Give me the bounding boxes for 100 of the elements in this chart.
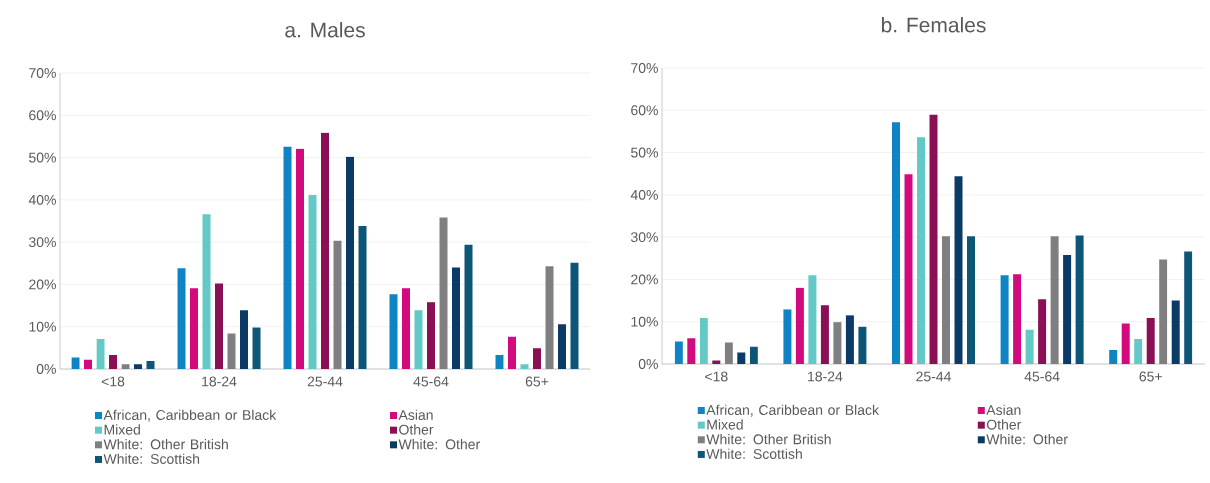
bar	[252, 327, 261, 369]
bar	[109, 355, 117, 369]
bar	[308, 194, 317, 369]
chart-title: b. Females	[881, 17, 986, 33]
legend-label: Mixed	[104, 424, 140, 435]
bar	[227, 333, 236, 369]
y-tick-label: 20%	[29, 279, 56, 290]
y-tick-label: 60%	[631, 105, 658, 116]
y-tick-label: 60%	[29, 110, 56, 121]
bar	[296, 148, 305, 369]
bar	[954, 176, 963, 364]
bar	[283, 146, 292, 369]
bar	[724, 342, 733, 364]
bar	[96, 338, 105, 369]
bar	[190, 288, 198, 369]
bar	[858, 326, 867, 364]
bar	[452, 267, 460, 369]
bar	[942, 236, 951, 364]
bar	[508, 336, 517, 369]
bar	[439, 217, 448, 369]
bar	[1038, 299, 1047, 364]
bar	[1171, 300, 1180, 364]
bar	[427, 302, 436, 369]
legend-label: African, Caribbean or Black	[103, 409, 277, 422]
bar	[558, 324, 567, 369]
x-tick-label: 45-64	[1024, 371, 1060, 382]
bar	[1146, 317, 1155, 364]
bar	[1109, 350, 1118, 364]
bar	[1075, 235, 1084, 364]
x-tick-label: <18	[705, 371, 728, 382]
bar	[845, 315, 854, 364]
x-tick-label: 65+	[1139, 371, 1162, 382]
x-tick-label: 25-44	[916, 371, 951, 382]
bar	[1013, 274, 1022, 364]
bar	[917, 137, 926, 364]
bar	[967, 236, 976, 364]
bar	[464, 244, 473, 369]
bar	[146, 360, 155, 369]
y-tick-label: 40%	[630, 189, 658, 200]
bar	[202, 214, 211, 369]
legend-label: Mixed	[707, 419, 743, 430]
bar	[1025, 329, 1034, 364]
bar	[121, 364, 130, 369]
bar	[674, 341, 683, 364]
bar	[699, 317, 708, 364]
bar	[808, 275, 817, 364]
bar	[929, 114, 938, 364]
bar	[520, 364, 529, 369]
legend-label: Other	[399, 424, 434, 435]
bar	[414, 310, 423, 369]
bar	[321, 132, 329, 369]
x-tick-label: 18-24	[202, 376, 237, 387]
bar	[749, 346, 758, 364]
bar	[904, 174, 913, 364]
x-tick-label: 65+	[525, 376, 549, 387]
y-tick-label: 40%	[28, 194, 56, 205]
bar	[1000, 275, 1009, 364]
y-tick-label: 30%	[28, 237, 56, 248]
bar	[134, 364, 142, 369]
bar	[737, 352, 746, 364]
bar	[687, 338, 696, 364]
legend-label: White: Scottish	[103, 453, 200, 464]
bar	[833, 322, 842, 364]
bar	[1159, 259, 1168, 364]
y-tick-label: 70%	[631, 63, 658, 73]
legend-label: Asian	[398, 409, 433, 420]
y-tick-label: 50%	[631, 147, 658, 158]
y-tick-label: 20%	[631, 274, 658, 285]
y-tick-label: 70%	[29, 68, 56, 78]
bar	[545, 266, 554, 369]
y-tick-label: 10%	[631, 316, 658, 327]
bar	[71, 357, 80, 369]
bar	[177, 268, 186, 369]
x-tick-label: 45-64	[413, 376, 449, 387]
bar	[389, 294, 398, 369]
legend-label: White: Other British	[103, 438, 228, 450]
bar	[1050, 236, 1059, 364]
legend-label: Asian	[986, 404, 1021, 415]
chart-title: a. Males	[285, 22, 365, 38]
y-tick-label: 10%	[29, 321, 56, 332]
y-tick-label: 0%	[36, 364, 56, 374]
bar	[358, 226, 367, 369]
bar	[820, 305, 829, 364]
x-tick-label: 18-24	[808, 371, 843, 382]
bar	[533, 348, 542, 369]
bar	[84, 359, 92, 369]
bar	[1134, 339, 1143, 364]
bar	[795, 287, 804, 364]
bar	[1063, 254, 1072, 364]
legend-label: Other	[986, 419, 1022, 430]
legend-label: African, Caribbean or Black	[706, 404, 880, 417]
x-tick-label: <18	[101, 376, 125, 387]
bar	[1184, 251, 1193, 364]
legend-label: White: Other	[986, 433, 1068, 445]
bar	[240, 310, 248, 369]
bar	[570, 262, 579, 369]
bar	[892, 122, 901, 364]
bar	[333, 240, 342, 369]
x-tick-label: 25-44	[307, 376, 343, 387]
legend-label: White: Other	[398, 438, 480, 450]
